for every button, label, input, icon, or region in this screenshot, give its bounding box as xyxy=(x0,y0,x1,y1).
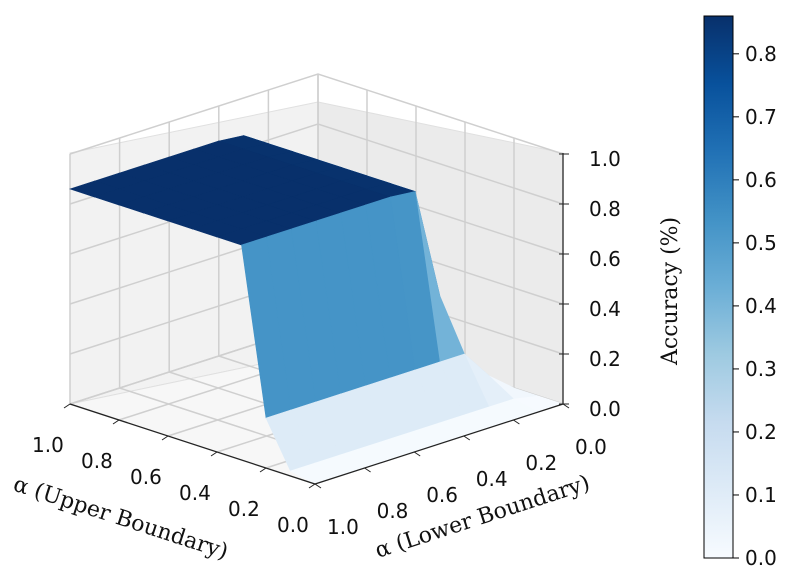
x-tick-mark xyxy=(308,483,316,489)
z-tick-label: 0.4 xyxy=(589,297,621,321)
z-tick-label: 0.2 xyxy=(589,347,621,371)
colorbar: 0.0 0.1 0.2 0.3 0.4 0.5 0.6 0.7 0.8 xyxy=(703,15,777,570)
y-tick-label: 0.6 xyxy=(426,483,458,507)
colorbar-tick-label: 0.6 xyxy=(745,168,777,192)
axis-ticks: 1.0 0.8 0.6 0.4 0.2 0.0 1.0 0.8 0.6 0.4 0.2 0.0 0.0 0… xyxy=(32,147,621,539)
colorbar-tick-label: 0.1 xyxy=(745,483,777,507)
x-tick-label: 0.0 xyxy=(277,513,309,537)
x-tick-label: 0.6 xyxy=(130,465,162,489)
z-tick-label: 1.0 xyxy=(589,147,621,171)
colorbar-tick-label: 0.2 xyxy=(745,420,777,444)
x-tick-mark xyxy=(161,435,169,441)
y-tick-label: 1.0 xyxy=(327,515,359,539)
x-tick-label: 0.2 xyxy=(228,497,260,521)
y-tick-label: 0.2 xyxy=(525,451,557,475)
y-tick-mark xyxy=(562,403,570,409)
y-tick-mark xyxy=(364,467,371,473)
x-tick-mark xyxy=(112,419,120,425)
z-tick-label: 0.6 xyxy=(589,247,621,271)
colorbar-tick-label: 0.8 xyxy=(745,42,777,66)
x-tick-mark xyxy=(210,451,218,457)
colorbar-tick-label: 0.4 xyxy=(745,294,777,318)
x-tick-mark xyxy=(63,403,71,409)
colorbar-tick-label: 0.0 xyxy=(745,546,777,570)
y-tick-mark xyxy=(463,435,471,441)
y-tick-label: 0.0 xyxy=(575,435,607,459)
x-tick-label: 1.0 xyxy=(32,433,64,457)
colorbar-tick-label: 0.5 xyxy=(745,231,777,255)
x-tick-label: 0.8 xyxy=(81,449,113,473)
colorbar-tick-label: 0.7 xyxy=(745,105,777,129)
y-axis-line xyxy=(314,403,564,485)
z-axis-label: Accuracy (%) xyxy=(658,217,683,366)
x-tick-mark xyxy=(259,467,267,473)
x-tick-label: 0.4 xyxy=(179,481,211,505)
x-axis-line xyxy=(69,403,316,485)
y-tick-mark xyxy=(513,419,520,425)
y-tick-label: 0.4 xyxy=(476,467,508,491)
y-tick-mark xyxy=(314,483,322,489)
colorbar-ticks: 0.0 0.1 0.2 0.3 0.4 0.5 0.6 0.7 0.8 xyxy=(733,42,777,570)
accuracy-surface xyxy=(69,135,564,485)
colorbar-gradient xyxy=(703,15,734,559)
z-tick-label: 0.0 xyxy=(589,397,621,421)
y-tick-mark xyxy=(413,451,421,457)
z-tick-label: 0.8 xyxy=(589,197,621,221)
colorbar-tick-label: 0.3 xyxy=(745,357,777,381)
y-tick-label: 0.8 xyxy=(377,499,409,523)
axis-lines xyxy=(69,153,564,485)
gridline xyxy=(69,73,564,155)
